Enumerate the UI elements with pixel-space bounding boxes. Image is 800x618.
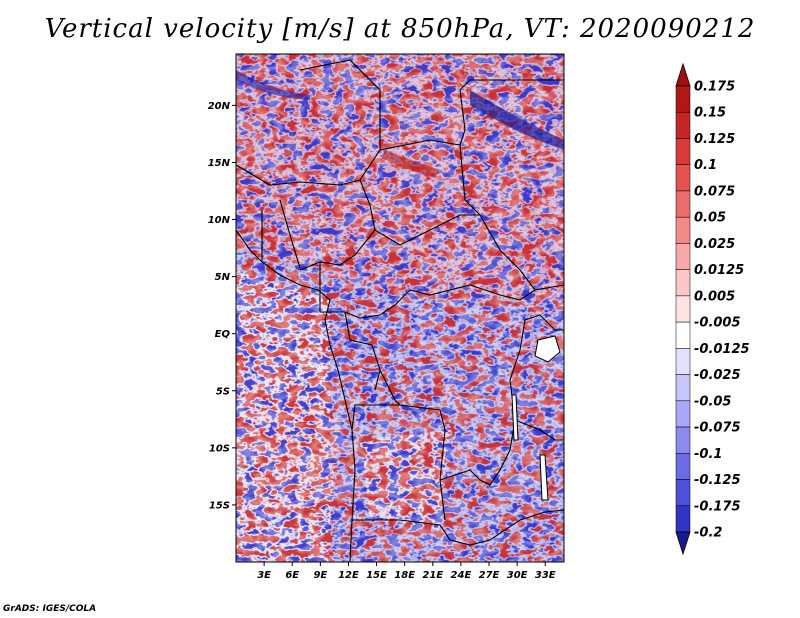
lon-tick-label: 21E: [422, 570, 443, 581]
colorbar-segment: [675, 216, 691, 244]
lon-tick-label: 12E: [338, 570, 359, 581]
lon-tick-label: 33E: [535, 570, 556, 581]
colorbar-segment: [675, 348, 691, 375]
border-line: [379, 79, 564, 151]
border-line: [439, 479, 446, 521]
colorbar-segment: [675, 295, 691, 323]
colorbar: 0.175 0.15 0.125 0.1 0.075 0.05 0.025 0.0125 0.0…: [675, 62, 750, 556]
colorbar-segment: [675, 85, 691, 113]
colorbar-segment: [675, 321, 691, 349]
colorbar-segment: [675, 505, 691, 533]
lake-malawi: [539, 454, 549, 501]
lon-tick-label: 27E: [479, 570, 500, 581]
colorbar-label: -0.05: [694, 394, 731, 409]
field-streaks: [236, 54, 564, 562]
border-line: [352, 509, 564, 546]
border-line: [514, 419, 564, 441]
colorbar-label: -0.025: [694, 368, 741, 383]
lat-tick-label: 10N: [208, 215, 231, 226]
northwest-strong-feature: [236, 70, 310, 100]
border-line: [279, 199, 301, 269]
colorbar-segment: [675, 374, 691, 402]
colorbar-label: 0.15: [694, 106, 726, 121]
colorbar-label: 0.05: [694, 211, 726, 226]
colorbar-segment: [675, 400, 691, 428]
colorbar-segment: [675, 190, 691, 218]
colorbar-segment: [675, 243, 691, 270]
lon-tick-label: 24E: [451, 570, 472, 581]
latitude-axis: 20N 15N 10N 5N EQ 5S 10S 15S: [208, 101, 236, 511]
colorbar-label: -0.175: [694, 499, 741, 514]
colorbar-segment: [675, 138, 691, 165]
colorbar-segment: [675, 479, 691, 507]
north-strong-feature: [470, 90, 564, 150]
colorbar-label: 0.125: [694, 132, 735, 147]
border-line: [351, 404, 400, 431]
lon-tick-label: 6E: [285, 570, 299, 581]
colorbar-segment: [675, 453, 691, 480]
colorbar-segment: [675, 111, 691, 139]
border-line: [439, 319, 526, 486]
colorbar-segment: [675, 269, 691, 297]
colorbar-label: -0.1: [694, 447, 722, 462]
lake-tanganyika: [511, 394, 519, 441]
country-borders: [236, 59, 564, 562]
map-frame: [235, 53, 565, 563]
lat-tick-label: 15N: [208, 158, 231, 169]
colorbar-top-arrow: [675, 62, 691, 87]
colorbar-label: 0.0125: [694, 263, 744, 278]
colorbar-bottom-arrow: [675, 531, 691, 556]
chart-title: Vertical velocity [m/s] at 850hPa, VT: 2…: [44, 14, 756, 44]
lon-tick-label: 3E: [257, 570, 271, 581]
lon-tick-label: 18E: [394, 570, 415, 581]
lon-tick-label: 30E: [507, 570, 528, 581]
lat-tick-label: 10S: [209, 443, 230, 454]
colorbar-label: -0.2: [694, 526, 722, 541]
lat-tick-label: 5S: [216, 386, 230, 397]
lon-tick-label: 9E: [313, 570, 327, 581]
border-line: [319, 262, 536, 319]
sahel-strong-feature: [382, 150, 440, 178]
border-line: [379, 369, 446, 481]
colorbar-label: -0.005: [694, 316, 741, 331]
colorbar-label: -0.125: [694, 473, 741, 488]
grads-credit: GrADS: IGES/COLA: [3, 604, 97, 614]
lat-tick-label: EQ: [215, 329, 231, 340]
border-line: [524, 314, 564, 331]
border-line: [299, 59, 381, 271]
longitude-axis: 3E 6E 9E 12E 15E 18E 21E 24E 27E 30E 33E: [257, 562, 556, 581]
colorbar-label: 0.025: [694, 237, 735, 252]
colorbar-label: 0.005: [694, 289, 735, 304]
velocity-field: [236, 54, 564, 562]
lat-tick-label: 20N: [208, 101, 231, 112]
lat-tick-label: 15S: [209, 500, 230, 511]
colorbar-label: -0.0125: [694, 342, 750, 357]
border-line: [374, 214, 480, 246]
lat-tick-label: 5N: [215, 272, 231, 283]
colorbar-label: 0.075: [694, 184, 735, 199]
border-line: [344, 311, 381, 391]
colorbar-label: 0.175: [694, 80, 735, 95]
coastline: [236, 229, 356, 562]
colorbar-label: 0.1: [694, 158, 717, 173]
colorbar-segment: [675, 426, 691, 454]
border-line: [236, 164, 361, 186]
lon-tick-label: 15E: [366, 570, 387, 581]
lake-victoria: [534, 335, 561, 363]
colorbar-segment: [675, 164, 691, 192]
colorbar-label: -0.075: [694, 421, 741, 436]
lakes: [511, 335, 561, 501]
